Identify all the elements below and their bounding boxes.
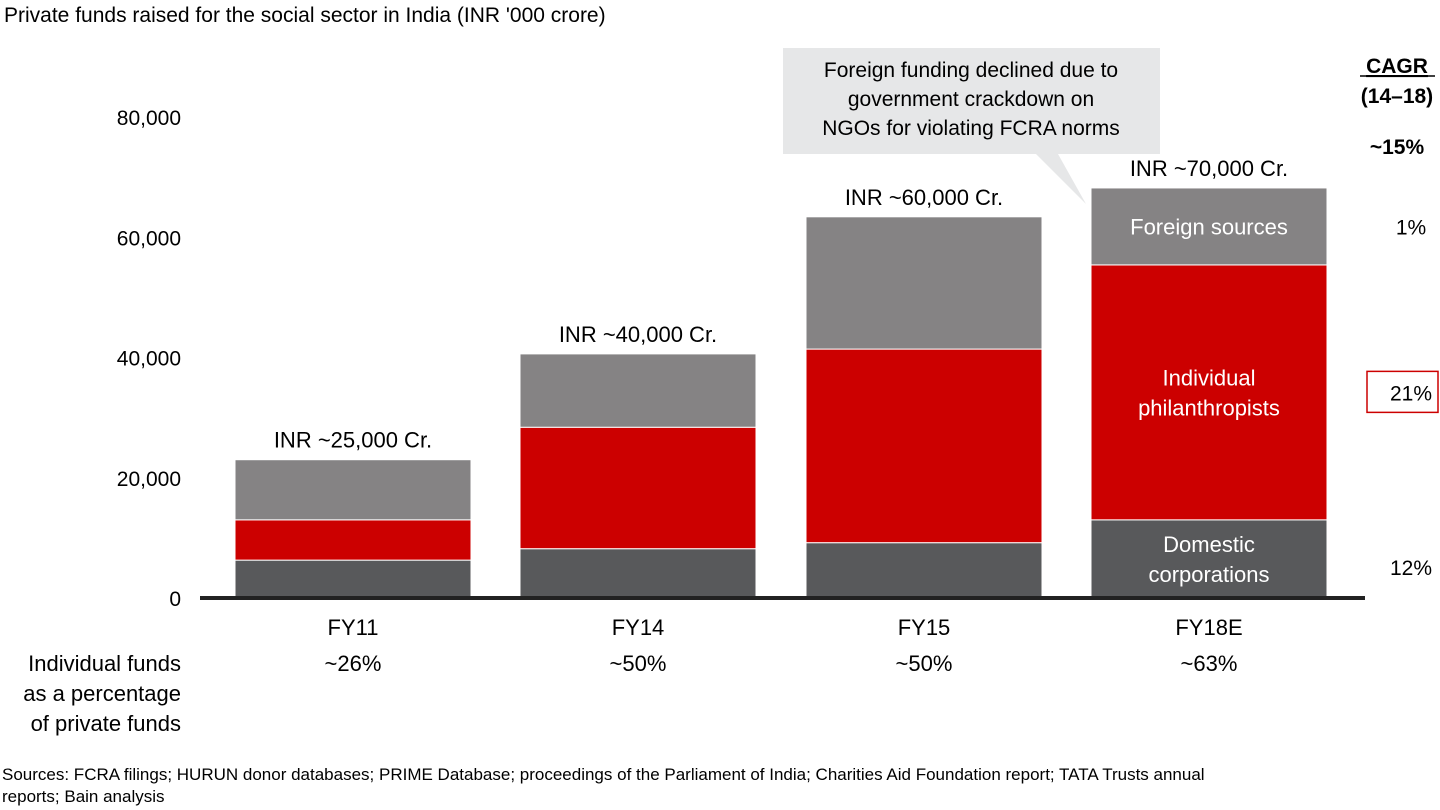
y-tick-label: 60,000 [117, 227, 181, 250]
individual-share-value: ~50% [896, 651, 953, 676]
bar-segment-foreign-sources [519, 353, 757, 428]
total-label: INR ~70,000 Cr. [1130, 156, 1288, 181]
x-tick-label: FY14 [612, 615, 665, 640]
cagr-value: 12% [1390, 557, 1432, 580]
individual-share-value: ~50% [610, 651, 667, 676]
y-tick-label: 80,000 [117, 107, 181, 130]
sources-note: Sources: FCRA filings; HURUN donor datab… [2, 765, 1205, 784]
bar-segment-individual-philanthropists [805, 348, 1043, 544]
segment-label: philanthropists [1138, 395, 1280, 420]
y-tick-label: 20,000 [117, 468, 181, 491]
individual-share-value: ~63% [1181, 651, 1238, 676]
total-label: INR ~60,000 Cr. [845, 185, 1003, 210]
cagr-period: (14–18) [1361, 85, 1433, 108]
bar-segment-domestic-corporations [234, 559, 472, 599]
bar-segment-individual-philanthropists [519, 426, 757, 550]
bar-segment-domestic-corporations [805, 542, 1043, 599]
cagr-total: ~15% [1370, 136, 1425, 159]
total-label: INR ~25,000 Cr. [274, 428, 432, 453]
callout-text: government crackdown on [848, 88, 1094, 111]
individual-share-label: Individual funds [28, 651, 181, 676]
cagr-value: 1% [1396, 216, 1426, 239]
cagr-header: CAGR [1366, 55, 1428, 78]
bar-segment-individual-philanthropists [234, 519, 472, 561]
callout-text: Foreign funding declined due to [824, 59, 1118, 82]
bar-segment-foreign-sources [1090, 187, 1328, 266]
individual-share-label: as a percentage [23, 681, 181, 706]
bar-segment-individual-philanthropists [1090, 264, 1328, 521]
individual-share-label: of private funds [31, 711, 181, 736]
cagr-highlight-box [1366, 370, 1439, 414]
individual-share-value: ~26% [325, 651, 382, 676]
callout-box [783, 48, 1160, 204]
y-tick-label: 40,000 [117, 348, 181, 371]
x-tick-label: FY11 [328, 615, 379, 640]
bar-segment-foreign-sources [234, 459, 472, 521]
bar-segment-domestic-corporations [519, 548, 757, 599]
segment-label: corporations [1148, 562, 1269, 587]
segment-label: Domestic [1163, 532, 1255, 557]
chart-title: Private funds raised for the social sect… [4, 4, 606, 27]
bar-segment-foreign-sources [805, 216, 1043, 350]
segment-label: Individual [1163, 365, 1256, 390]
callout-text: NGOs for violating FCRA norms [822, 117, 1120, 140]
cagr-value: 21% [1390, 382, 1432, 405]
x-tick-label: FY15 [898, 615, 951, 640]
x-tick-label: FY18E [1175, 615, 1242, 640]
segment-label: Foreign sources [1130, 214, 1288, 239]
y-tick-label: 0 [169, 588, 181, 611]
total-label: INR ~40,000 Cr. [559, 322, 717, 347]
sources-note: reports; Bain analysis [2, 787, 165, 806]
